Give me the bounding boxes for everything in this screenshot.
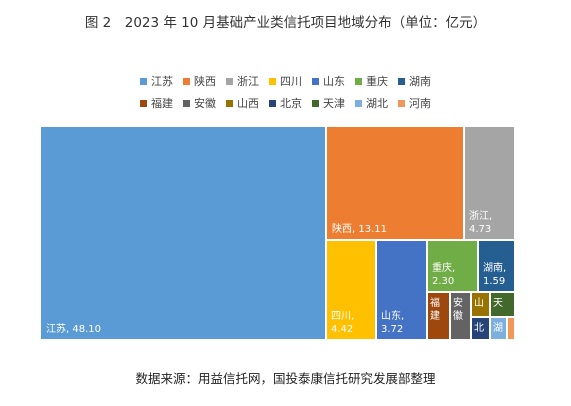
legend-swatch xyxy=(183,99,190,107)
legend-swatch xyxy=(183,77,190,85)
legend-row: 江苏 陕西 浙江 四川 山东 重庆 湖南 xyxy=(0,70,571,92)
legend-item: 安徽 xyxy=(183,95,216,111)
treemap-cell xyxy=(41,127,325,339)
legend-label: 浙江 xyxy=(237,75,259,88)
treemap-cell-label: 浙江, xyxy=(469,210,492,222)
treemap-cell-value: 4.73 xyxy=(469,224,491,235)
legend-label: 山西 xyxy=(237,97,259,110)
legend-swatch xyxy=(269,99,276,107)
legend-swatch xyxy=(398,99,405,107)
treemap-cell xyxy=(428,241,477,291)
source-note: 数据来源：用益信托网，国投泰康信托研究发展部整理 xyxy=(135,371,436,386)
treemap-cell xyxy=(479,241,514,291)
treemap-cell-value: 3.72 xyxy=(381,324,403,335)
legend-item: 浙江 xyxy=(226,73,259,89)
chart-legend: 江苏 陕西 浙江 四川 山东 重庆 湖南 福建 安徽 山西 北京 天津 湖北 河南 xyxy=(0,70,571,114)
treemap-cell xyxy=(451,293,470,339)
legend-row: 福建 安徽 山西 北京 天津 湖北 河南 xyxy=(0,92,571,114)
treemap-cell-char: 天 xyxy=(493,298,503,309)
legend-item: 湖南 xyxy=(398,73,431,89)
treemap-cell-label: 陕西, 13.11 xyxy=(332,222,387,235)
legend-label: 安徽 xyxy=(194,97,216,110)
legend-swatch xyxy=(226,99,233,107)
legend-label: 江苏 xyxy=(151,75,173,88)
legend-label: 陕西 xyxy=(194,75,216,88)
treemap-cell-label: 重庆, xyxy=(432,261,455,274)
chart-title: 图 2 2023 年 10 月基础产业类信托项目地域分布（单位：亿元） xyxy=(84,15,487,31)
treemap-cell-char: 山 xyxy=(474,297,484,309)
treemap-cell xyxy=(428,293,449,339)
legend-swatch xyxy=(269,77,276,85)
treemap-cell xyxy=(465,127,514,239)
legend-swatch xyxy=(355,77,362,85)
treemap-cell-value: 2.30 xyxy=(432,276,454,287)
legend-label: 湖南 xyxy=(409,75,431,88)
treemap-cell-char: 徽 xyxy=(453,309,463,322)
legend-item: 北京 xyxy=(269,95,302,111)
legend-swatch xyxy=(355,99,362,107)
legend-swatch xyxy=(140,77,147,85)
treemap-cell-value: 1.59 xyxy=(483,276,505,287)
treemap-cell xyxy=(327,241,375,339)
treemap-cell-value: 4.42 xyxy=(331,324,353,335)
legend-label: 山东 xyxy=(323,75,345,88)
treemap-cell xyxy=(472,318,489,339)
treemap-cell-char: 北 xyxy=(474,322,484,334)
treemap-cell-label: 山东, xyxy=(381,309,404,322)
legend-item: 江苏 xyxy=(140,73,173,89)
treemap-cell-label: 江苏, 48.10 xyxy=(46,322,101,335)
legend-item: 河南 xyxy=(398,95,431,111)
treemap-cell xyxy=(472,293,489,316)
treemap-cell-char: 湖 xyxy=(493,322,503,334)
treemap-cell xyxy=(508,318,514,339)
legend-label: 四川 xyxy=(280,75,302,88)
treemap-cell xyxy=(327,127,463,239)
legend-swatch xyxy=(226,77,233,85)
legend-label: 河南 xyxy=(409,97,431,110)
legend-label: 福建 xyxy=(151,97,173,110)
legend-label: 天津 xyxy=(323,97,345,110)
legend-item: 重庆 xyxy=(355,73,388,89)
treemap-chart: 江苏, 48.10 陕西, 13.11 浙江, 4.73 四川, 4.42 山东, 3.72 重… xyxy=(41,127,514,339)
treemap-cell xyxy=(491,293,514,316)
treemap-cell-label: 四川, xyxy=(331,311,354,322)
legend-label: 湖北 xyxy=(366,97,388,110)
legend-item: 四川 xyxy=(269,73,302,89)
legend-item: 天津 xyxy=(312,95,345,111)
treemap-cell-char: 安 xyxy=(453,296,463,309)
treemap-cell-char: 建 xyxy=(430,309,440,322)
legend-label: 重庆 xyxy=(366,75,388,88)
treemap-cell-char: 福 xyxy=(430,296,440,309)
legend-swatch xyxy=(398,77,405,85)
legend-item: 福建 xyxy=(140,95,173,111)
legend-label: 北京 xyxy=(280,97,302,110)
legend-swatch xyxy=(312,77,319,85)
treemap-cell xyxy=(377,241,426,339)
legend-swatch xyxy=(312,99,319,107)
legend-item: 陕西 xyxy=(183,73,216,89)
legend-swatch xyxy=(140,99,147,107)
legend-item: 山东 xyxy=(312,73,345,89)
legend-item: 山西 xyxy=(226,95,259,111)
treemap-cell-label: 湖南, xyxy=(483,261,506,274)
treemap-cell xyxy=(491,318,506,339)
legend-item: 湖北 xyxy=(355,95,388,111)
